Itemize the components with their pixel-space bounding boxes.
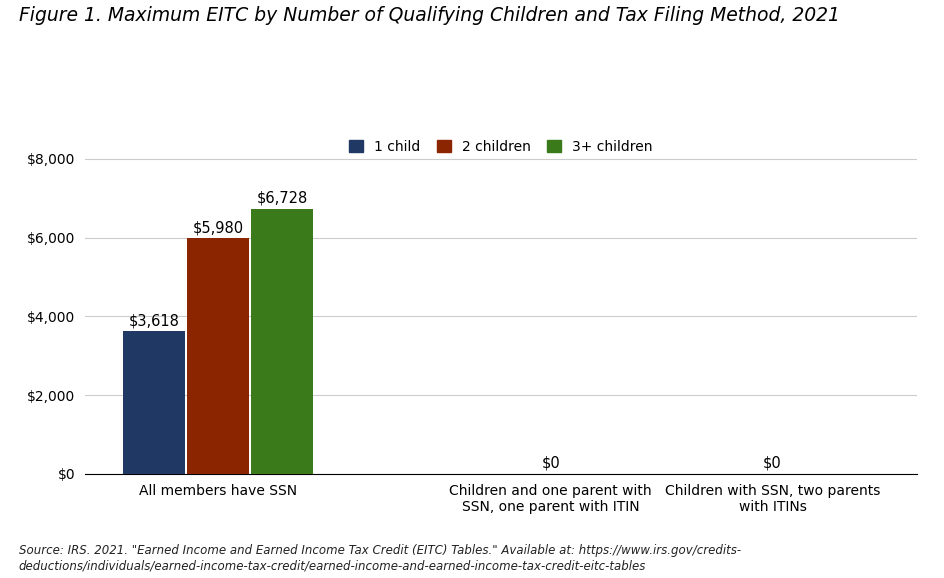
Text: $6,728: $6,728: [257, 191, 308, 206]
Text: $3,618: $3,618: [128, 313, 179, 328]
Bar: [123, 331, 185, 474]
Text: Source: IRS. 2021. "Earned Income and Earned Income Tax Credit (EITC) Tables." A: Source: IRS. 2021. "Earned Income and Ea…: [19, 544, 740, 572]
Text: $0: $0: [541, 455, 560, 470]
Bar: [251, 209, 313, 474]
Bar: [187, 238, 249, 474]
Legend: 1 child, 2 children, 3+ children: 1 child, 2 children, 3+ children: [343, 134, 658, 159]
Text: Figure 1. Maximum EITC by Number of Qualifying Children and Tax Filing Method, 2: Figure 1. Maximum EITC by Number of Qual…: [19, 6, 839, 25]
Text: $0: $0: [763, 455, 781, 470]
Text: $5,980: $5,980: [193, 220, 244, 235]
